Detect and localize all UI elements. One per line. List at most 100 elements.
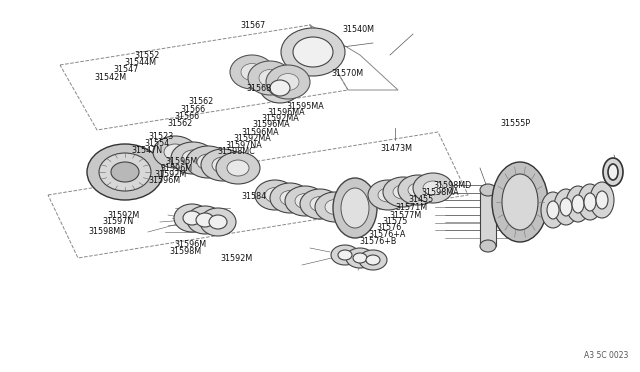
Text: 31568: 31568 xyxy=(246,84,271,93)
Text: 31595M: 31595M xyxy=(165,157,197,166)
Ellipse shape xyxy=(153,136,197,168)
Ellipse shape xyxy=(541,192,565,228)
Ellipse shape xyxy=(182,150,204,166)
Ellipse shape xyxy=(197,154,219,170)
Ellipse shape xyxy=(341,188,369,228)
Text: 31596M: 31596M xyxy=(174,240,206,249)
Text: 31598MC: 31598MC xyxy=(218,147,255,156)
Ellipse shape xyxy=(266,65,310,99)
Ellipse shape xyxy=(378,188,398,202)
Text: 31598MD: 31598MD xyxy=(434,181,472,190)
Ellipse shape xyxy=(346,248,374,268)
Text: 31571M: 31571M xyxy=(396,203,428,212)
Text: 31544M: 31544M xyxy=(125,58,157,67)
Text: 31523: 31523 xyxy=(148,132,173,141)
Ellipse shape xyxy=(212,157,234,173)
Text: 31598MB: 31598MB xyxy=(88,227,126,236)
Ellipse shape xyxy=(164,144,186,160)
Text: 31598MA: 31598MA xyxy=(421,188,459,197)
Text: 31592M: 31592M xyxy=(108,211,140,219)
Ellipse shape xyxy=(590,182,614,218)
Ellipse shape xyxy=(281,28,345,76)
Ellipse shape xyxy=(333,178,377,238)
Ellipse shape xyxy=(310,196,330,212)
Ellipse shape xyxy=(608,164,618,180)
Text: 31592M: 31592M xyxy=(221,254,253,263)
Text: 31577M: 31577M xyxy=(389,211,421,219)
Ellipse shape xyxy=(171,142,215,174)
Text: 31595MA: 31595MA xyxy=(287,102,324,110)
Ellipse shape xyxy=(241,64,263,80)
Ellipse shape xyxy=(200,208,236,236)
Ellipse shape xyxy=(554,189,578,225)
Ellipse shape xyxy=(393,185,413,199)
Text: 31584: 31584 xyxy=(242,192,267,201)
Ellipse shape xyxy=(255,180,295,210)
Ellipse shape xyxy=(209,215,227,229)
Ellipse shape xyxy=(492,162,548,242)
Text: 31598M: 31598M xyxy=(170,247,202,256)
Ellipse shape xyxy=(174,204,210,232)
Ellipse shape xyxy=(368,180,408,210)
Ellipse shape xyxy=(183,211,201,225)
Ellipse shape xyxy=(572,195,584,213)
Ellipse shape xyxy=(480,240,496,252)
Ellipse shape xyxy=(201,149,245,181)
Text: 31575: 31575 xyxy=(383,217,408,226)
Ellipse shape xyxy=(270,183,310,213)
Ellipse shape xyxy=(270,80,290,96)
Text: 31596MA: 31596MA xyxy=(253,120,291,129)
Ellipse shape xyxy=(186,146,230,178)
Text: 31455: 31455 xyxy=(408,195,433,203)
Ellipse shape xyxy=(359,250,387,270)
Ellipse shape xyxy=(325,199,345,215)
Text: 31570M: 31570M xyxy=(332,69,364,78)
Bar xyxy=(480,190,496,246)
Text: 31596M: 31596M xyxy=(160,164,192,173)
Ellipse shape xyxy=(398,175,438,205)
Text: 31596MA: 31596MA xyxy=(268,108,305,117)
Ellipse shape xyxy=(260,73,300,103)
Ellipse shape xyxy=(99,153,151,191)
Text: 31597NA: 31597NA xyxy=(225,141,262,150)
Ellipse shape xyxy=(408,183,428,197)
Text: 31540M: 31540M xyxy=(342,25,374,33)
Text: 31576: 31576 xyxy=(376,223,401,232)
Ellipse shape xyxy=(353,253,367,263)
Ellipse shape xyxy=(596,191,608,209)
Ellipse shape xyxy=(338,250,352,260)
Ellipse shape xyxy=(547,201,559,219)
Text: 31554: 31554 xyxy=(144,139,169,148)
Text: 31596M: 31596M xyxy=(148,176,180,185)
Ellipse shape xyxy=(560,198,572,216)
Ellipse shape xyxy=(413,173,453,203)
Ellipse shape xyxy=(423,181,443,195)
Ellipse shape xyxy=(300,189,340,219)
Text: 31597N: 31597N xyxy=(102,217,134,226)
Ellipse shape xyxy=(315,192,355,222)
Ellipse shape xyxy=(603,158,623,186)
Text: 31576+B: 31576+B xyxy=(360,237,397,246)
Ellipse shape xyxy=(227,160,249,176)
Text: 31567: 31567 xyxy=(240,21,265,30)
Ellipse shape xyxy=(502,174,538,230)
Text: 31547N: 31547N xyxy=(131,146,163,155)
Ellipse shape xyxy=(383,177,423,207)
Ellipse shape xyxy=(265,187,285,202)
Text: 31562: 31562 xyxy=(168,119,193,128)
Ellipse shape xyxy=(480,184,496,196)
Ellipse shape xyxy=(230,55,274,89)
Text: 31596MA: 31596MA xyxy=(242,128,280,137)
Text: 31562: 31562 xyxy=(189,97,214,106)
Text: 31473M: 31473M xyxy=(381,144,413,153)
Ellipse shape xyxy=(285,186,325,216)
Text: 31592MA: 31592MA xyxy=(261,114,299,123)
Text: 31555P: 31555P xyxy=(500,119,531,128)
Text: 31592M: 31592M xyxy=(155,170,187,179)
Ellipse shape xyxy=(187,206,223,234)
Ellipse shape xyxy=(566,186,590,222)
Text: 31547: 31547 xyxy=(114,65,139,74)
Ellipse shape xyxy=(277,74,299,90)
Ellipse shape xyxy=(366,255,380,265)
Text: 31566: 31566 xyxy=(180,105,205,114)
